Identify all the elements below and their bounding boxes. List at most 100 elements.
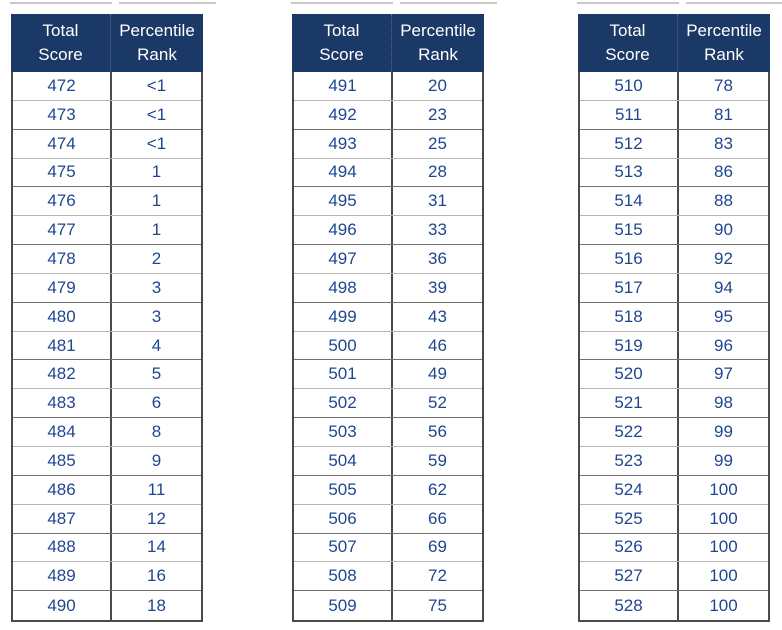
table-row: 508 72 (294, 562, 482, 592)
rank-cell: 33 (428, 220, 447, 240)
rank-cell: 1 (151, 191, 162, 211)
table-row: 500 46 (294, 331, 482, 361)
total-score-header: Total Score (38, 21, 83, 64)
percentile-rank-header: Percentile Rank (110, 14, 203, 72)
table-row: 525 100 (580, 504, 768, 534)
rank-cell: 59 (428, 450, 447, 470)
score-cell: 475 (13, 158, 112, 187)
score-cell: 528 (580, 591, 679, 621)
rank-cell: 52 (428, 393, 447, 413)
rank-cell: 1 (151, 220, 162, 240)
score-cell: 490 (13, 591, 112, 621)
score-cell: 501 (294, 360, 393, 389)
rank-cell: 56 (428, 422, 447, 442)
table-row: 515 90 (580, 216, 768, 246)
rank-cell: 20 (428, 75, 447, 95)
rank-cell: 95 (714, 306, 733, 326)
rank-cell: 98 (714, 393, 733, 413)
table-row: 472 <1 (13, 72, 201, 101)
rank-cell: 3 (151, 306, 162, 326)
table-body: 510 78 511 81 512 83 513 86 514 88 (578, 72, 770, 623)
table-row: 513 86 (580, 158, 768, 188)
table-row: 480 3 (13, 302, 201, 332)
score-cell: 479 (13, 273, 112, 302)
cutoff-row-border (686, 2, 782, 4)
score-cell: 485 (13, 446, 112, 475)
score-cell: 509 (294, 591, 393, 621)
score-cell: 521 (580, 389, 679, 418)
table-row: 497 36 (294, 245, 482, 274)
table-row: 511 81 (580, 100, 768, 130)
table-header: Total Score Percentile Rank (292, 14, 484, 72)
table-row: 495 31 (294, 187, 482, 217)
rank-cell: 3 (151, 277, 162, 297)
score-cell: 483 (13, 389, 112, 418)
score-cell: 514 (580, 187, 679, 216)
rank-cell: 18 (147, 595, 166, 615)
cutoff-row-border (291, 2, 393, 4)
table-row: 505 62 (294, 475, 482, 505)
table-body: 491 20 492 23 493 25 494 28 495 31 (292, 72, 484, 623)
score-cell: 495 (294, 187, 393, 216)
table-row: 498 39 (294, 273, 482, 303)
rank-cell: 25 (428, 133, 447, 153)
score-cell: 506 (294, 504, 393, 533)
rank-cell: 5 (151, 364, 162, 384)
total-score-header: Total Score (319, 21, 364, 64)
cutoff-row-border (119, 2, 216, 4)
table-row: 504 59 (294, 446, 482, 476)
table-row: 518 95 (580, 302, 768, 332)
table-row: 490 18 (13, 591, 201, 621)
table-row: 523 99 (580, 446, 768, 476)
rank-cell: 100 (709, 595, 738, 615)
table-row: 491 20 (294, 72, 482, 101)
table-row: 479 3 (13, 273, 201, 303)
rank-cell: 16 (147, 566, 166, 586)
table-row: 526 100 (580, 533, 768, 563)
score-cell: 499 (294, 302, 393, 331)
rank-cell: 11 (147, 479, 166, 499)
rank-cell: 97 (714, 364, 733, 384)
table-row: 519 96 (580, 331, 768, 361)
table-row: 473 <1 (13, 100, 201, 130)
percentile-rank-header: Percentile Rank (677, 14, 770, 72)
table-row: 481 4 (13, 331, 201, 361)
score-cell: 473 (13, 100, 112, 129)
score-cell: 508 (294, 562, 393, 591)
rank-cell: <1 (146, 75, 167, 95)
rank-cell: 9 (151, 450, 162, 470)
score-cell: 488 (13, 533, 112, 562)
table-header: Total Score Percentile Rank (11, 14, 203, 72)
table-row: 488 14 (13, 533, 201, 563)
table-row: 527 100 (580, 562, 768, 592)
score-cell: 497 (294, 245, 393, 273)
score-cell: 493 (294, 129, 393, 158)
rank-cell: 86 (714, 162, 733, 182)
table-row: 478 2 (13, 245, 201, 274)
score-cell: 507 (294, 533, 393, 562)
score-cell: 494 (294, 158, 393, 187)
score-cell: 502 (294, 389, 393, 418)
cutoff-row-border (577, 2, 679, 4)
table-row: 524 100 (580, 475, 768, 505)
total-score-header: Total Score (605, 21, 650, 64)
table-row: 482 5 (13, 360, 201, 390)
rank-cell: 92 (714, 248, 733, 268)
score-cell: 504 (294, 446, 393, 475)
table-row: 517 94 (580, 273, 768, 303)
table-body: 472 <1 473 <1 474 <1 475 1 476 1 (11, 72, 203, 623)
rank-cell: 69 (428, 537, 447, 557)
rank-cell: 72 (428, 566, 447, 586)
rank-cell: 28 (428, 162, 447, 182)
score-cell: 517 (580, 273, 679, 302)
rank-cell: 49 (428, 364, 447, 384)
table-row: 483 6 (13, 389, 201, 419)
cutoff-row-border (10, 2, 112, 4)
rank-cell: <1 (146, 133, 167, 153)
table-row: 493 25 (294, 129, 482, 159)
rank-cell: 8 (151, 422, 162, 442)
table-row: 485 9 (13, 446, 201, 476)
rank-cell: 46 (428, 335, 447, 355)
score-cell: 492 (294, 100, 393, 129)
